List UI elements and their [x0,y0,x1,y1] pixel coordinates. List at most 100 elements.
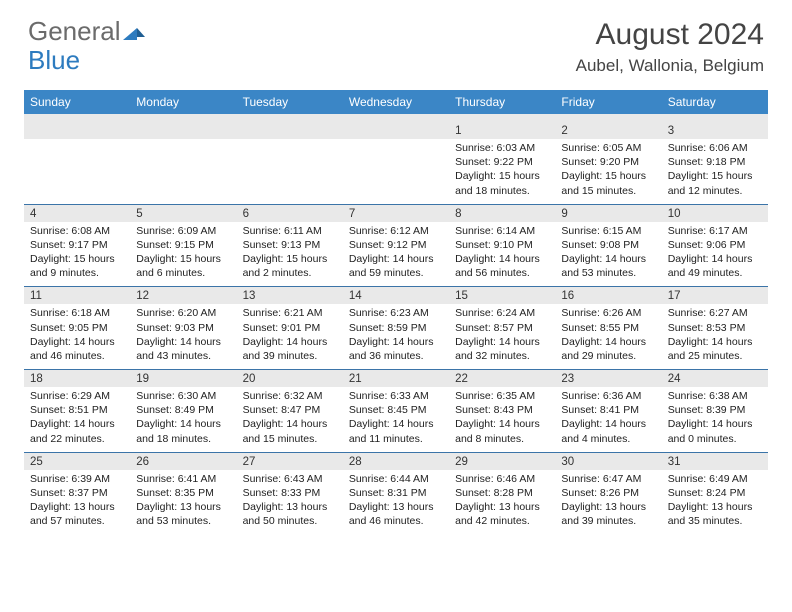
sunset-text: Sunset: 9:22 PM [455,155,549,169]
day-number: 7 [343,204,449,222]
sunset-text: Sunset: 8:55 PM [561,321,655,335]
day-number: 12 [130,287,236,305]
daylight-text: Daylight: 15 hours and 12 minutes. [668,169,762,197]
sunrise-text: Sunrise: 6:49 AM [668,472,762,486]
day-cell: Sunrise: 6:03 AMSunset: 9:22 PMDaylight:… [449,139,555,204]
daylight-text: Daylight: 14 hours and 15 minutes. [243,417,337,445]
day-number [343,122,449,139]
daylight-text: Daylight: 13 hours and 42 minutes. [455,500,549,528]
logo-text-blue: Blue [28,45,80,75]
day-number: 1 [449,122,555,139]
sunrise-text: Sunrise: 6:15 AM [561,224,655,238]
sunrise-text: Sunrise: 6:24 AM [455,306,549,320]
day-number: 19 [130,370,236,388]
sunset-text: Sunset: 8:31 PM [349,486,443,500]
day-cell: Sunrise: 6:41 AMSunset: 8:35 PMDaylight:… [130,470,236,535]
sunset-text: Sunset: 9:17 PM [30,238,124,252]
daylight-text: Daylight: 14 hours and 22 minutes. [30,417,124,445]
sunrise-text: Sunrise: 6:11 AM [243,224,337,238]
sunrise-text: Sunrise: 6:44 AM [349,472,443,486]
sunset-text: Sunset: 9:03 PM [136,321,230,335]
daylight-text: Daylight: 13 hours and 35 minutes. [668,500,762,528]
sunset-text: Sunset: 8:59 PM [349,321,443,335]
day-cell: Sunrise: 6:49 AMSunset: 8:24 PMDaylight:… [662,470,768,535]
sunset-text: Sunset: 9:20 PM [561,155,655,169]
daylight-text: Daylight: 14 hours and 18 minutes. [136,417,230,445]
day-number: 15 [449,287,555,305]
sunset-text: Sunset: 9:12 PM [349,238,443,252]
sunset-text: Sunset: 9:10 PM [455,238,549,252]
day-cell: Sunrise: 6:33 AMSunset: 8:45 PMDaylight:… [343,387,449,452]
logo-text-general: General [28,16,121,46]
sunrise-text: Sunrise: 6:12 AM [349,224,443,238]
day-cell [237,139,343,204]
daylight-text: Daylight: 14 hours and 59 minutes. [349,252,443,280]
daylight-text: Daylight: 15 hours and 18 minutes. [455,169,549,197]
dayhead-tuesday: Tuesday [237,90,343,114]
day-cell: Sunrise: 6:15 AMSunset: 9:08 PMDaylight:… [555,222,661,287]
logo: GeneralBlue [28,18,147,74]
day-number: 14 [343,287,449,305]
sunrise-text: Sunrise: 6:23 AM [349,306,443,320]
dayhead-monday: Monday [130,90,236,114]
sunset-text: Sunset: 9:01 PM [243,321,337,335]
day-number: 21 [343,370,449,388]
daylight-text: Daylight: 14 hours and 46 minutes. [30,335,124,363]
day-cell [130,139,236,204]
calendar-table: SundayMondayTuesdayWednesdayThursdayFrid… [24,90,768,534]
dayhead-wednesday: Wednesday [343,90,449,114]
sunset-text: Sunset: 8:37 PM [30,486,124,500]
daylight-text: Daylight: 14 hours and 0 minutes. [668,417,762,445]
sunrise-text: Sunrise: 6:08 AM [30,224,124,238]
day-number: 10 [662,204,768,222]
dayhead-thursday: Thursday [449,90,555,114]
day-cell: Sunrise: 6:05 AMSunset: 9:20 PMDaylight:… [555,139,661,204]
day-cell: Sunrise: 6:09 AMSunset: 9:15 PMDaylight:… [130,222,236,287]
day-number: 11 [24,287,130,305]
sunrise-text: Sunrise: 6:43 AM [243,472,337,486]
day-cell: Sunrise: 6:26 AMSunset: 8:55 PMDaylight:… [555,304,661,369]
subhead-cell [449,114,555,122]
day-cell: Sunrise: 6:44 AMSunset: 8:31 PMDaylight:… [343,470,449,535]
daylight-text: Daylight: 13 hours and 39 minutes. [561,500,655,528]
sunrise-text: Sunrise: 6:30 AM [136,389,230,403]
daylight-text: Daylight: 14 hours and 11 minutes. [349,417,443,445]
day-cell: Sunrise: 6:27 AMSunset: 8:53 PMDaylight:… [662,304,768,369]
day-number: 16 [555,287,661,305]
day-cell: Sunrise: 6:43 AMSunset: 8:33 PMDaylight:… [237,470,343,535]
daylight-text: Daylight: 15 hours and 2 minutes. [243,252,337,280]
subhead-cell [555,114,661,122]
sunrise-text: Sunrise: 6:29 AM [30,389,124,403]
day-number: 27 [237,452,343,470]
day-number: 24 [662,370,768,388]
day-cell: Sunrise: 6:20 AMSunset: 9:03 PMDaylight:… [130,304,236,369]
daylight-text: Daylight: 14 hours and 49 minutes. [668,252,762,280]
day-number: 18 [24,370,130,388]
month-title: August 2024 [576,18,764,52]
day-cell: Sunrise: 6:46 AMSunset: 8:28 PMDaylight:… [449,470,555,535]
daylight-text: Daylight: 15 hours and 15 minutes. [561,169,655,197]
day-number [24,122,130,139]
dayhead-sunday: Sunday [24,90,130,114]
sunset-text: Sunset: 8:28 PM [455,486,549,500]
sunrise-text: Sunrise: 6:39 AM [30,472,124,486]
daylight-text: Daylight: 14 hours and 53 minutes. [561,252,655,280]
day-cell: Sunrise: 6:12 AMSunset: 9:12 PMDaylight:… [343,222,449,287]
daylight-text: Daylight: 13 hours and 50 minutes. [243,500,337,528]
sunrise-text: Sunrise: 6:14 AM [455,224,549,238]
sunset-text: Sunset: 8:53 PM [668,321,762,335]
day-number: 31 [662,452,768,470]
dayhead-friday: Friday [555,90,661,114]
daylight-text: Daylight: 14 hours and 36 minutes. [349,335,443,363]
day-number: 29 [449,452,555,470]
daylight-text: Daylight: 14 hours and 29 minutes. [561,335,655,363]
day-number: 22 [449,370,555,388]
day-cell: Sunrise: 6:35 AMSunset: 8:43 PMDaylight:… [449,387,555,452]
day-number [237,122,343,139]
day-cell: Sunrise: 6:36 AMSunset: 8:41 PMDaylight:… [555,387,661,452]
day-number: 23 [555,370,661,388]
subhead-cell [237,114,343,122]
day-number: 3 [662,122,768,139]
sunrise-text: Sunrise: 6:17 AM [668,224,762,238]
day-number: 26 [130,452,236,470]
